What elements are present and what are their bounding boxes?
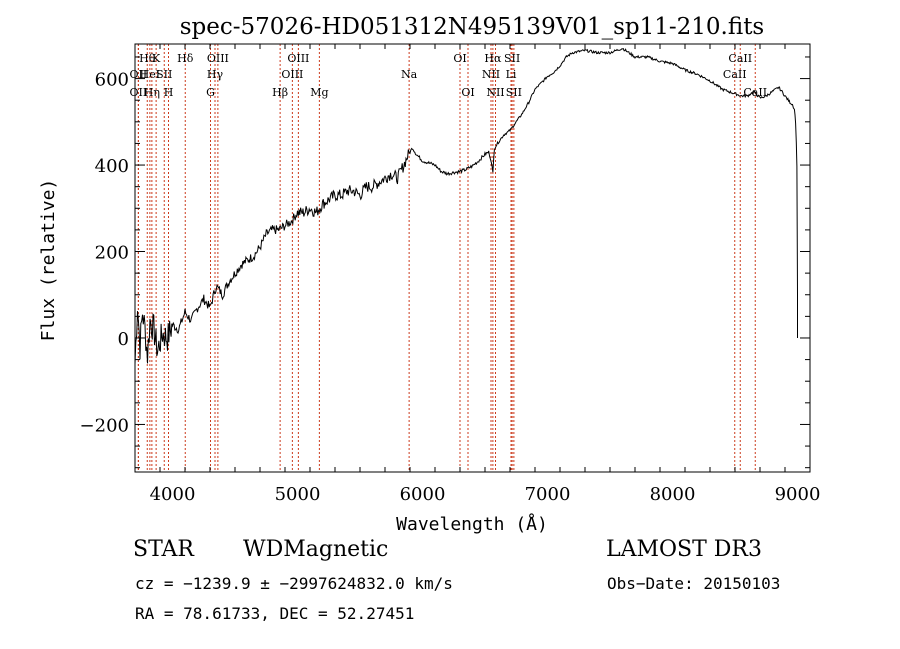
spectral-line-label: K <box>152 52 161 65</box>
spectral-line-label: Na <box>401 68 418 81</box>
x-tick-label: 7000 <box>525 484 571 505</box>
spectral-line-label: OIII <box>287 52 309 65</box>
spectral-line-label: Hδ <box>177 52 194 65</box>
spectral-line-label: CaII <box>723 68 747 81</box>
y-tick-label: 600 <box>95 70 129 91</box>
observation-date: Obs−Date: 20150103 <box>607 574 781 593</box>
spectral-line-markers <box>137 44 756 472</box>
spectral-line-label: Hα <box>484 52 502 65</box>
spectral-line-label: Hθ <box>139 52 156 65</box>
object-subclass: WDMagnetic <box>243 537 389 562</box>
y-axis-ticks: −200 0 200 400 600 <box>80 56 810 469</box>
y-tick-label: 200 <box>95 243 129 264</box>
spectral-line-label: SII <box>506 86 522 99</box>
spectral-line-label: OI <box>453 52 466 65</box>
spectral-line-label: OII <box>130 86 148 99</box>
spectral-line-label: Hβ <box>272 86 288 99</box>
redshift-velocity: cz = −1239.9 ± −2997624832.0 km/s <box>135 574 453 593</box>
x-tick-label: 9000 <box>775 484 821 505</box>
spectral-line-label: OIII <box>281 68 303 81</box>
spectral-line-label: Li <box>506 68 517 81</box>
x-tick-label: 5000 <box>275 484 321 505</box>
spectral-line-label: NII <box>482 68 500 81</box>
spectrum-series-line <box>134 47 798 365</box>
spectral-line-label: Mg <box>310 86 328 99</box>
spectral-line-label: HeI <box>140 68 160 81</box>
spectral-line-label: NII <box>486 86 504 99</box>
y-tick-label: 0 <box>118 329 129 350</box>
spectral-line-label: H <box>164 86 174 99</box>
x-tick-label: 4000 <box>150 484 196 505</box>
ra-dec-coordinates: RA = 78.61733, DEC = 52.27451 <box>135 604 415 623</box>
x-axis-ticks: 4000 5000 6000 7000 8000 9000 <box>134 44 821 505</box>
spectral-line-label: Hη <box>144 86 160 99</box>
spectral-line-label: CaII <box>728 52 752 65</box>
x-tick-label: 6000 <box>400 484 446 505</box>
plot-frame <box>134 43 811 473</box>
spectral-line-label: SII <box>504 52 520 65</box>
spectral-line-labels: OII OII Hθ HeI Hη K SII H Hδ OIII Hγ G Hβ OIII OIII Mg N… <box>130 52 768 99</box>
y-tick-label: −200 <box>80 415 129 436</box>
y-axis-label: Flux (relative) <box>38 179 59 342</box>
x-tick-label: 8000 <box>650 484 696 505</box>
spectral-line-label: SII <box>156 68 172 81</box>
chart-title: spec-57026-HD051312N495139V01_sp11-210.f… <box>180 14 765 40</box>
spectral-line-label: OIII <box>207 52 229 65</box>
survey-name: LAMOST DR3 <box>606 537 762 562</box>
x-axis-label: Wavelength (Å) <box>396 513 548 535</box>
spectral-line-label: Hγ <box>207 68 224 81</box>
spectral-line-label: OII <box>130 68 148 81</box>
y-tick-label: 400 <box>95 156 129 177</box>
spectral-line-label: G <box>206 86 215 99</box>
object-class: STAR <box>133 537 194 562</box>
spectral-line-label: OI <box>461 86 474 99</box>
